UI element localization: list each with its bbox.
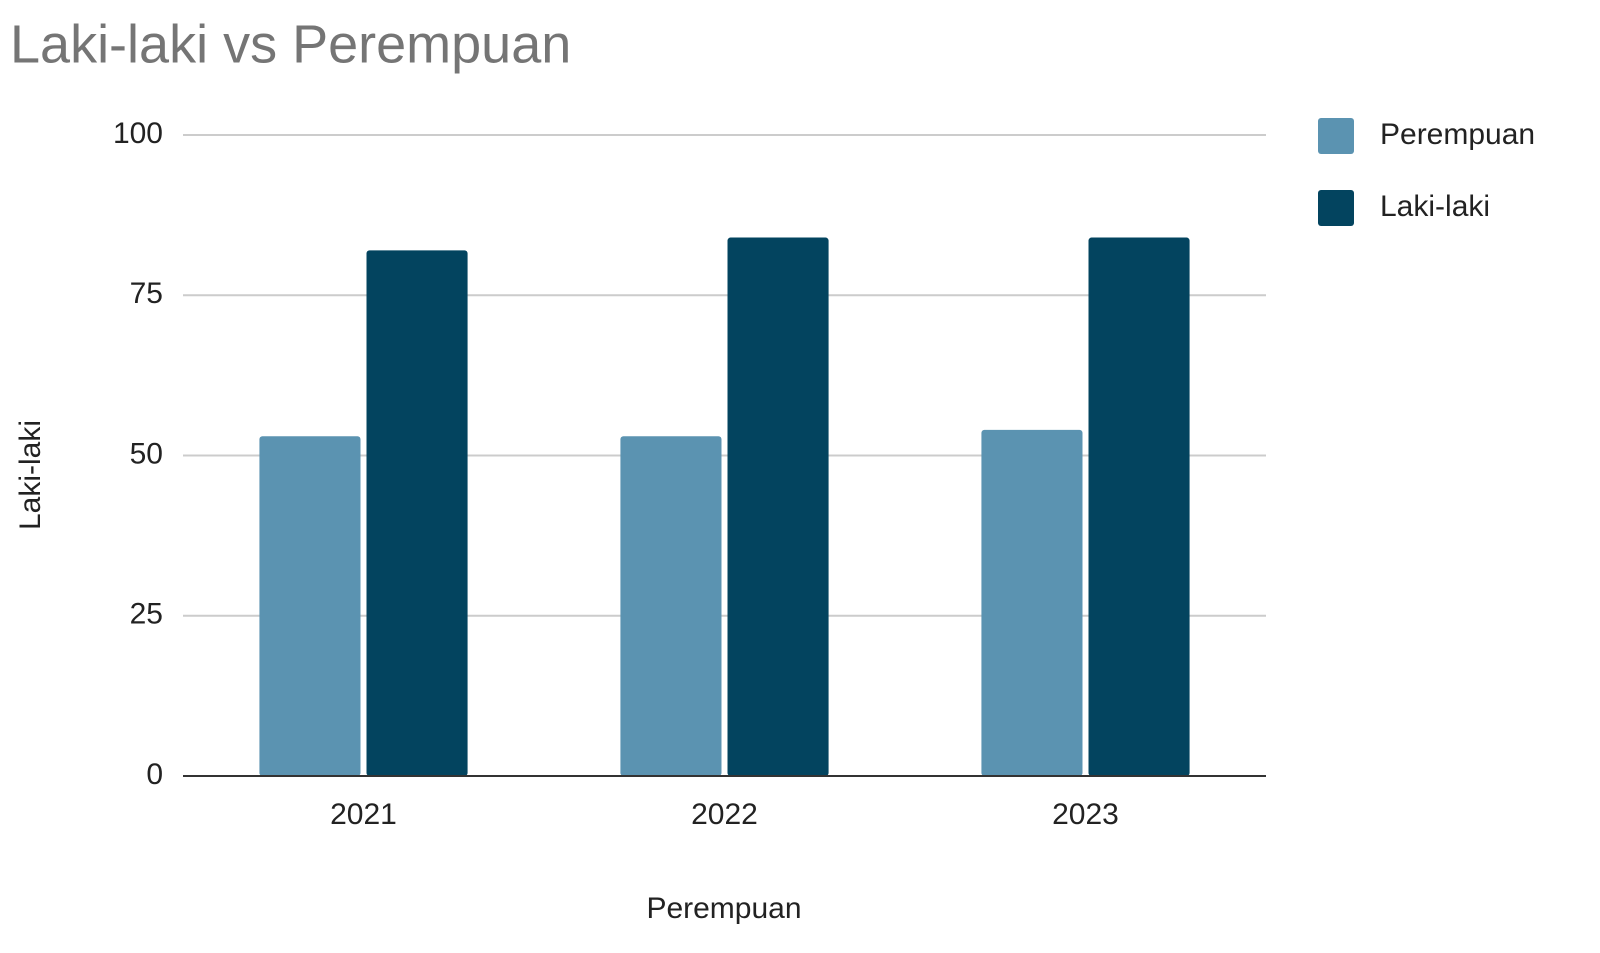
bar [259,436,361,776]
y-axis-title: Laki-laki [14,420,47,530]
bar [620,436,722,776]
x-axis-title: Perempuan [646,892,801,925]
bar [366,250,468,776]
bar [727,237,829,776]
y-tick-label: 100 [113,117,163,150]
x-tick-label: 2022 [691,798,758,831]
legend-label: Laki-laki [1380,190,1490,223]
legend-swatch [1318,118,1354,154]
y-tick-label: 0 [146,758,163,791]
y-tick-label: 50 [130,437,163,470]
legend-swatch [1318,190,1354,226]
legend-label: Perempuan [1380,118,1535,151]
bar [1088,237,1190,776]
chart-title: Laki-laki vs Perempuan [10,14,571,74]
bar [981,429,1083,776]
y-tick-label: 75 [130,277,163,310]
y-tick-label: 25 [130,598,163,631]
x-tick-label: 2023 [1052,798,1119,831]
x-tick-label: 2021 [330,798,397,831]
